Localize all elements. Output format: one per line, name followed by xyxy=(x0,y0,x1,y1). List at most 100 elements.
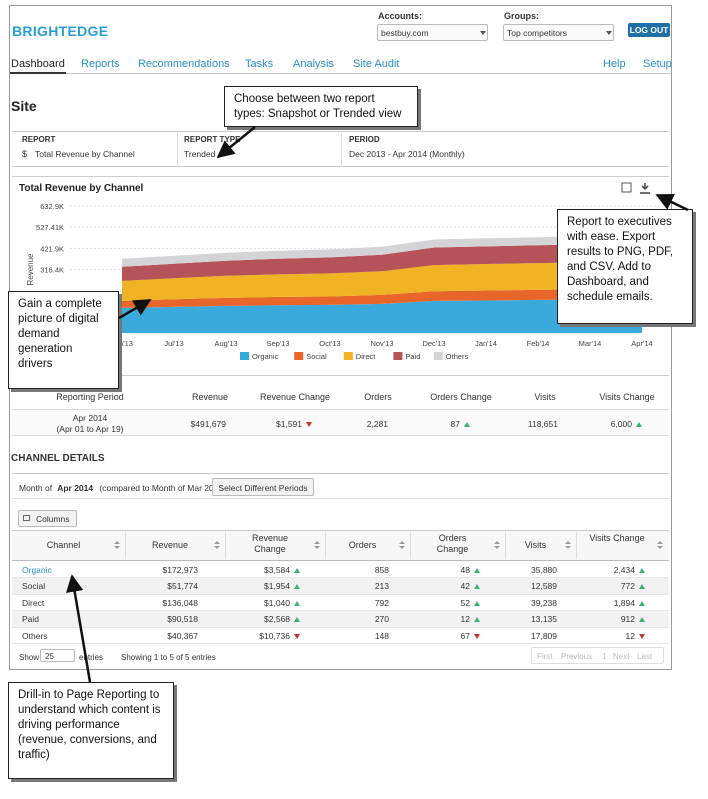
page-size-value[interactable]: 25 xyxy=(45,652,54,661)
table-cell: 67 xyxy=(460,630,470,641)
nav-item[interactable]: Site Audit xyxy=(353,58,400,70)
trend-arrow xyxy=(474,633,480,639)
groups-select[interactable] xyxy=(503,24,614,41)
logout-label[interactable]: LOG OUT xyxy=(629,25,669,35)
column-header[interactable]: Visits xyxy=(524,540,547,550)
section-divider xyxy=(12,473,669,474)
nav-item[interactable]: Recommendations xyxy=(138,58,230,70)
summary-header: Orders xyxy=(364,392,392,402)
table-cell: 213 xyxy=(374,581,389,592)
select-periods-button[interactable] xyxy=(212,478,314,496)
summary-header: Revenue xyxy=(191,392,229,402)
nav-item[interactable]: Help xyxy=(603,58,626,70)
nav-active-underline xyxy=(10,72,66,74)
period-box xyxy=(12,476,669,499)
sort-icon xyxy=(314,541,320,544)
period-value: Apr 2014 xyxy=(57,483,94,493)
table-cell: $1,040 xyxy=(264,597,290,608)
logout-button[interactable] xyxy=(628,23,670,37)
nav-item[interactable]: Setup xyxy=(643,58,672,70)
logo: BRIGHTEDGE xyxy=(12,23,109,39)
legend-swatch xyxy=(294,352,304,360)
column-divider xyxy=(576,532,577,559)
trend-arrow xyxy=(294,633,300,639)
area xyxy=(122,298,642,333)
groups-value[interactable]: Top competitors xyxy=(507,28,567,38)
nav-item[interactable]: Analysis xyxy=(293,58,334,70)
columns-icon xyxy=(23,515,30,521)
column-header[interactable]: Orders Change xyxy=(436,533,469,554)
accounts-label: Accounts: xyxy=(378,11,423,21)
nav-item[interactable]: Dashboard xyxy=(11,58,65,70)
trend-arrow xyxy=(639,568,645,573)
trend-arrow xyxy=(464,422,470,427)
column-divider xyxy=(505,532,506,559)
legend-label: Social xyxy=(306,352,327,361)
sort-icon xyxy=(399,546,405,549)
table-cell: 148 xyxy=(374,630,389,641)
nav-item[interactable]: Tasks xyxy=(245,58,274,70)
area xyxy=(122,260,642,301)
summary-cell: 2,281 xyxy=(366,419,388,429)
page-title: Site xyxy=(11,98,37,114)
pagination-button[interactable]: 1 xyxy=(602,652,607,661)
summary-header: Reporting Period xyxy=(56,392,124,402)
column-header[interactable]: Visits Change xyxy=(589,533,645,543)
y-tick-label: 316.4K xyxy=(40,266,64,275)
summary-cell: 118,651 xyxy=(527,419,558,429)
pagination xyxy=(531,647,664,664)
sort-icon xyxy=(565,541,571,544)
groups-label: Groups: xyxy=(504,11,539,21)
sort-icon xyxy=(114,541,120,544)
trend-arrow xyxy=(639,600,645,606)
column-header[interactable]: Orders xyxy=(348,540,377,550)
legend-swatch xyxy=(343,352,353,360)
pagination-button[interactable]: Next xyxy=(613,652,630,661)
select-caret xyxy=(606,31,612,35)
table-cell: 792 xyxy=(374,597,389,608)
column-divider xyxy=(325,532,326,559)
info-icon: $ xyxy=(22,149,28,159)
channel-name[interactable]: Organic xyxy=(22,565,52,575)
column-header[interactable]: Revenue xyxy=(151,540,189,550)
nav-item[interactable]: Reports xyxy=(81,58,120,70)
info-value: Total Revenue by Channel xyxy=(35,149,135,159)
sort-icon xyxy=(565,546,571,549)
legend-swatch xyxy=(240,352,249,360)
table-cell: 912 xyxy=(620,614,635,625)
callout: Choose between two report types: Snapsho… xyxy=(224,86,418,127)
accounts-select[interactable] xyxy=(377,24,488,41)
column-divider xyxy=(410,532,411,559)
sort-icon xyxy=(657,546,663,549)
pagination-button[interactable]: First xyxy=(537,652,553,661)
summary-header: Orders Change xyxy=(430,392,492,402)
column-header[interactable]: Revenue Change xyxy=(251,533,289,554)
table-cell: $136,048 xyxy=(162,597,198,608)
select-periods-label[interactable]: Select Different Periods xyxy=(218,483,308,493)
table-cell: 12 xyxy=(460,614,470,625)
table-row xyxy=(12,562,669,579)
columns-button[interactable] xyxy=(18,510,77,527)
legend-label: Others xyxy=(446,352,469,361)
footer-show: Show xyxy=(19,653,40,662)
x-tick-label: Aug'13 xyxy=(214,339,237,348)
table-cell: 12,589 xyxy=(531,581,557,592)
table-cell: 1,894 xyxy=(613,597,635,608)
sort-icon xyxy=(114,546,120,549)
period-compare: (compared to Month of Mar 2014) xyxy=(99,483,227,493)
column-header[interactable]: Channel xyxy=(46,540,81,550)
pagination-button[interactable]: Last xyxy=(637,652,653,661)
table-header xyxy=(12,530,669,561)
pagination-button[interactable]: Previous xyxy=(561,652,593,661)
table-row xyxy=(12,611,669,628)
trend-arrow xyxy=(639,617,645,623)
table-row xyxy=(12,594,669,612)
channel-name: Others xyxy=(22,630,48,641)
table-cell: 772 xyxy=(620,581,635,592)
summary-cell: 6,000 xyxy=(610,419,632,429)
columns-label[interactable]: Columns xyxy=(36,514,70,524)
legend-swatch xyxy=(393,352,403,360)
column-divider xyxy=(225,532,226,559)
accounts-value[interactable]: bestbuy.com xyxy=(381,28,429,38)
